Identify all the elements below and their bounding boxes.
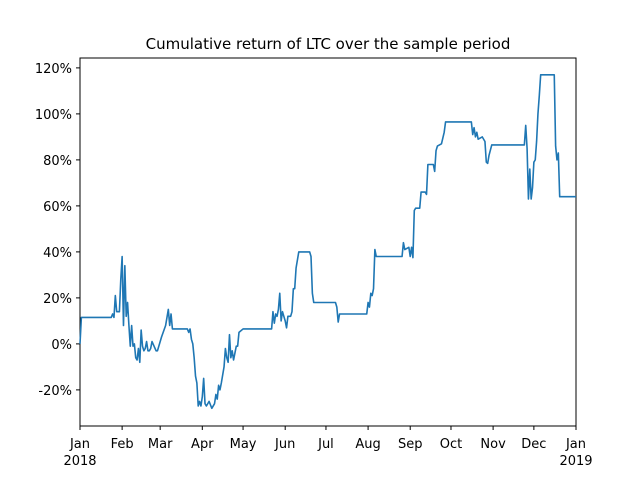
y-tick-label: 80% [43,154,72,169]
x-tick-label: Jun [274,437,295,452]
x-tick-label: Nov [480,437,506,452]
y-tick-label: 120% [35,62,72,77]
x-tick-label: Feb [111,437,134,452]
x-tick-label: Aug [355,437,380,452]
plot-frame [79,57,577,427]
chart-title: Cumulative return of LTC over the sample… [146,35,511,53]
y-tick-label: -20% [38,384,72,399]
x-tick-label: Mar [148,437,173,452]
x-tick-label: Jul [317,437,334,452]
data-line [79,73,576,410]
y-tick-label: 40% [43,246,72,261]
x-tick-label: Jan [565,437,586,452]
y-tick-label: 20% [43,292,72,307]
y-tick-label: 60% [43,200,72,215]
x-tick-label: Oct [440,437,462,452]
x-year-label: 2018 [63,454,96,469]
x-year-label: 2019 [559,454,592,469]
x-tick-label: Apr [191,437,214,452]
x-tick-label: Sep [398,437,423,452]
x-tick-label: Dec [521,437,546,452]
x-tick-label: May [230,437,257,452]
y-tick-label: 100% [35,108,72,123]
y-tick-label: 0% [51,338,72,353]
x-tick-label: Jan [69,437,90,452]
